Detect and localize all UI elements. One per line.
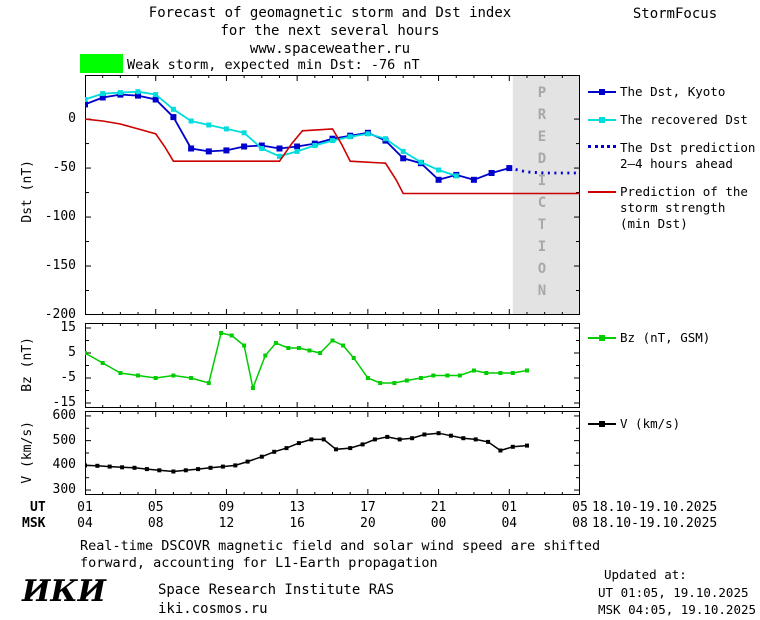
ut-date-range: 18.10-19.10.2025 [592,500,718,515]
legend-recovered-dst: The recovered Dst [588,112,748,128]
x-tick-label: 08 [147,516,164,531]
legend-v-label: V (km/s) [620,416,681,431]
dst-y-ticks: 0 -50 -100 -150 -200 [36,75,80,322]
y-tick-label: 500 [52,432,76,448]
bz-chart [85,323,580,408]
x-tick-label: 21 [430,500,447,515]
x-tick-label: 13 [289,500,305,515]
updated-msk: MSK 04:05, 19.10.2025 [598,602,757,617]
cyan-square-line-swatch [588,113,616,126]
y-tick-label: -15 [52,395,76,410]
v-y-ticks: 600 500 400 300 [36,407,80,498]
legend-recovered-dst-label: The recovered Dst [620,112,748,127]
x-tick-label: 01 [501,500,518,515]
x-tick-label: 12 [218,516,235,531]
institute-name: Space Research Institute RAS [158,582,395,598]
y-tick-label: 15 [60,320,76,335]
updated-ut: UT 01:05, 19.10.2025 [598,585,749,600]
dscovr-note: Real-time DSCOVR magnetic field and sola… [80,538,601,571]
x-tick-label: 16 [289,516,305,531]
storm-status-text: Weak storm, expected min Dst: -76 nT [127,57,420,73]
title-line-1: Forecast of geomagnetic storm and Dst in… [148,5,512,21]
bz-y-ticks: 15 5 -5 -15 [36,320,80,410]
dst-chart [85,75,580,315]
msk-tick-row: 04 08 12 16 20 00 04 08 [77,516,588,532]
blue-dotted-line-swatch [588,141,616,154]
msk-date-range: 18.10-19.10.2025 [592,516,718,531]
updated-label: Updated at: [604,567,687,582]
x-tick-label: 17 [360,500,376,515]
x-tick-label: 01 [77,500,93,515]
red-line-swatch [588,185,616,198]
legend-bz-label: Bz (nT, GSM) [620,330,711,345]
y-tick-label: -5 [60,370,76,385]
legend-storm-strength-label: Prediction of the storm strength (min Ds… [620,184,748,231]
title-line-2: for the next several hours [220,23,440,39]
green-square-line-swatch [588,331,616,344]
x-tick-label: 08 [572,516,588,531]
legend-dst-kyoto-label: The Dst, Kyoto [620,84,726,99]
x-tick-label: 05 [572,500,588,515]
y-tick-label: -50 [52,160,76,176]
y-tick-label: -200 [44,307,76,322]
page-title: Forecast of geomagnetic storm and Dst in… [70,4,590,58]
brand-label: StormFocus [632,6,718,22]
blue-square-line-swatch [588,85,616,98]
y-tick-label: -100 [44,209,76,225]
ut-axis-prefix: UT [30,500,46,515]
storm-level-swatch [80,54,123,73]
ut-tick-row: 01 05 09 13 17 21 01 05 [77,500,588,516]
black-square-line-swatch [588,417,616,430]
y-tick-label: 0 [68,111,76,127]
institute-site-link: iki.cosmos.ru [158,601,268,617]
x-tick-label: 20 [360,516,376,531]
v-chart [85,411,580,495]
legend-v: V (km/s) [588,416,680,432]
bz-axis-label: Bz (nT) [20,337,35,392]
series-dst-prediction [508,166,580,175]
msk-axis-prefix: MSK [22,516,46,531]
site-link: www.spaceweather.ru [249,41,411,57]
legend-dst-kyoto: The Dst, Kyoto [588,84,725,100]
y-tick-label: 600 [52,407,76,423]
y-tick-label: 300 [52,482,76,498]
x-tick-label: 00 [430,516,447,531]
x-tick-label: 09 [218,500,235,515]
series-bz [85,332,528,391]
legend-dst-prediction: The Dst prediction 2–4 hours ahead [588,140,755,172]
y-tick-label: 5 [68,345,76,360]
x-tick-label: 04 [501,516,518,531]
legend-dst-prediction-label: The Dst prediction 2–4 hours ahead [620,140,756,171]
iki-logo: ИКИ [22,574,106,609]
dst-axis-label: Dst (nT) [20,160,35,223]
v-axis-label: V (km/s) [20,421,35,484]
series-storm-strength [85,118,580,195]
y-tick-label: -150 [44,258,76,274]
prediction-band-label: PREDICTION [534,85,550,305]
series-recovered-dst [85,90,457,177]
legend-bz: Bz (nT, GSM) [588,330,710,346]
series-v [85,432,528,473]
legend-storm-strength: Prediction of the storm strength (min Ds… [588,184,748,232]
x-tick-label: 05 [147,500,164,515]
y-tick-label: 400 [52,457,76,473]
x-tick-label: 04 [77,516,93,531]
